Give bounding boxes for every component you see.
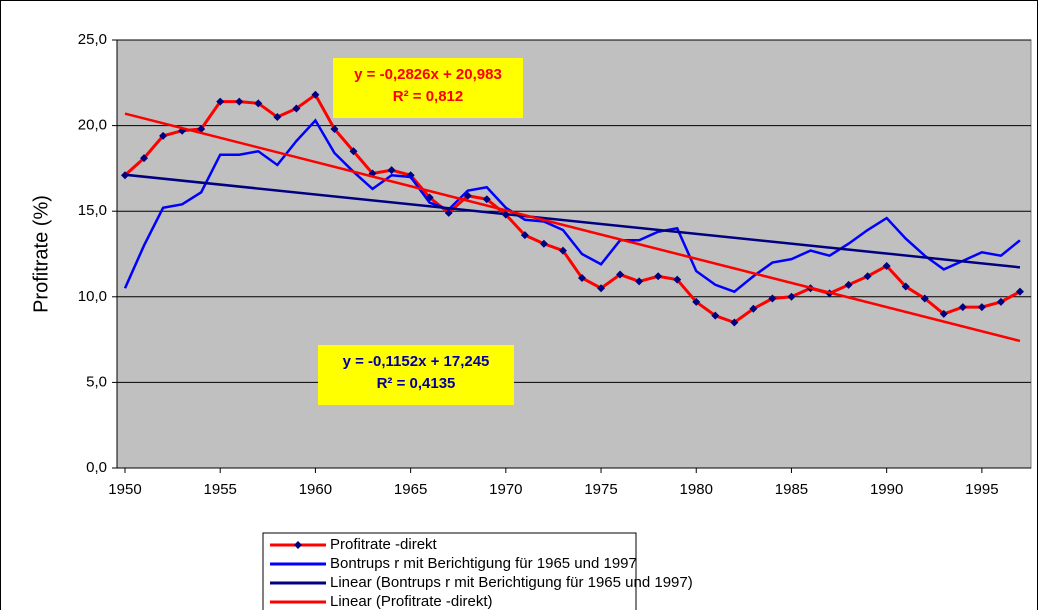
data-point: [349, 147, 358, 156]
x-tick-label: 1970: [489, 481, 522, 498]
data-point: [216, 97, 225, 106]
annotation-box: [333, 58, 523, 118]
y-tick-label: 15,0: [78, 202, 107, 219]
x-tick-label: 1995: [965, 481, 998, 498]
x-tick-label: 1950: [108, 481, 141, 498]
series-line: [124, 173, 1021, 269]
data-point: [977, 303, 986, 312]
legend-label: Bontrups r mit Berichtigung für 1965 und…: [330, 555, 637, 572]
x-tick-label: 1990: [870, 481, 903, 498]
data-point: [311, 90, 320, 99]
legend-marker: [294, 541, 302, 549]
legend-label: Linear (Bontrups r mit Berichtigung für …: [330, 574, 693, 591]
data-point: [616, 270, 625, 279]
data-point: [939, 309, 948, 318]
data-point: [140, 154, 149, 163]
data-point: [597, 284, 606, 293]
y-axis-label: Profitrate (%): [30, 195, 52, 313]
y-tick-label: 0,0: [86, 459, 107, 476]
data-point: [844, 280, 853, 289]
annotation-text: R² = 0,812: [393, 88, 463, 105]
data-point: [863, 272, 872, 281]
series-line: [124, 112, 1021, 343]
data-point: [730, 318, 739, 327]
data-point: [635, 277, 644, 286]
data-point: [520, 231, 529, 240]
data-point: [330, 125, 339, 134]
data-point: [577, 273, 586, 282]
data-point: [996, 297, 1005, 306]
data-point: [768, 294, 777, 303]
x-tick-label: 1955: [204, 481, 237, 498]
data-point: [1015, 287, 1024, 296]
annotation-text: y = -0,1152x + 17,245: [343, 353, 490, 370]
y-tick-label: 10,0: [78, 288, 107, 305]
data-point: [882, 261, 891, 270]
y-tick-label: 20,0: [78, 117, 107, 134]
data-point: [920, 294, 929, 303]
data-point: [692, 297, 701, 306]
x-tick-label: 1985: [775, 481, 808, 498]
data-point: [292, 104, 301, 113]
data-point: [273, 113, 282, 122]
annotation-text: R² = 0,4135: [377, 375, 456, 392]
x-tick-label: 1960: [299, 481, 332, 498]
data-point: [254, 99, 263, 108]
series-line: [123, 118, 1021, 294]
y-tick-label: 25,0: [78, 31, 107, 48]
legend-label: Linear (Profitrate -direkt): [330, 593, 493, 610]
x-tick-label: 1975: [584, 481, 617, 498]
x-tick-label: 1980: [680, 481, 713, 498]
data-point: [387, 166, 396, 175]
data-point: [654, 272, 663, 281]
data-point: [673, 275, 682, 284]
x-tick-label: 1965: [394, 481, 427, 498]
data-point: [197, 125, 206, 134]
data-point: [901, 282, 910, 291]
data-point: [539, 239, 548, 248]
annotation-box: [318, 345, 514, 405]
legend-label: Profitrate -direkt: [330, 536, 438, 553]
y-tick-label: 5,0: [86, 373, 107, 390]
series-line: [123, 92, 1021, 325]
data-point: [178, 126, 187, 135]
data-point: [444, 208, 453, 217]
data-point: [711, 311, 720, 320]
data-point: [749, 304, 758, 313]
data-point: [558, 246, 567, 255]
data-point: [235, 97, 244, 106]
data-point: [958, 303, 967, 312]
data-point: [482, 195, 491, 204]
annotation-text: y = -0,2826x + 20,983: [354, 66, 502, 83]
data-point: [787, 292, 796, 301]
data-point: [159, 131, 168, 140]
